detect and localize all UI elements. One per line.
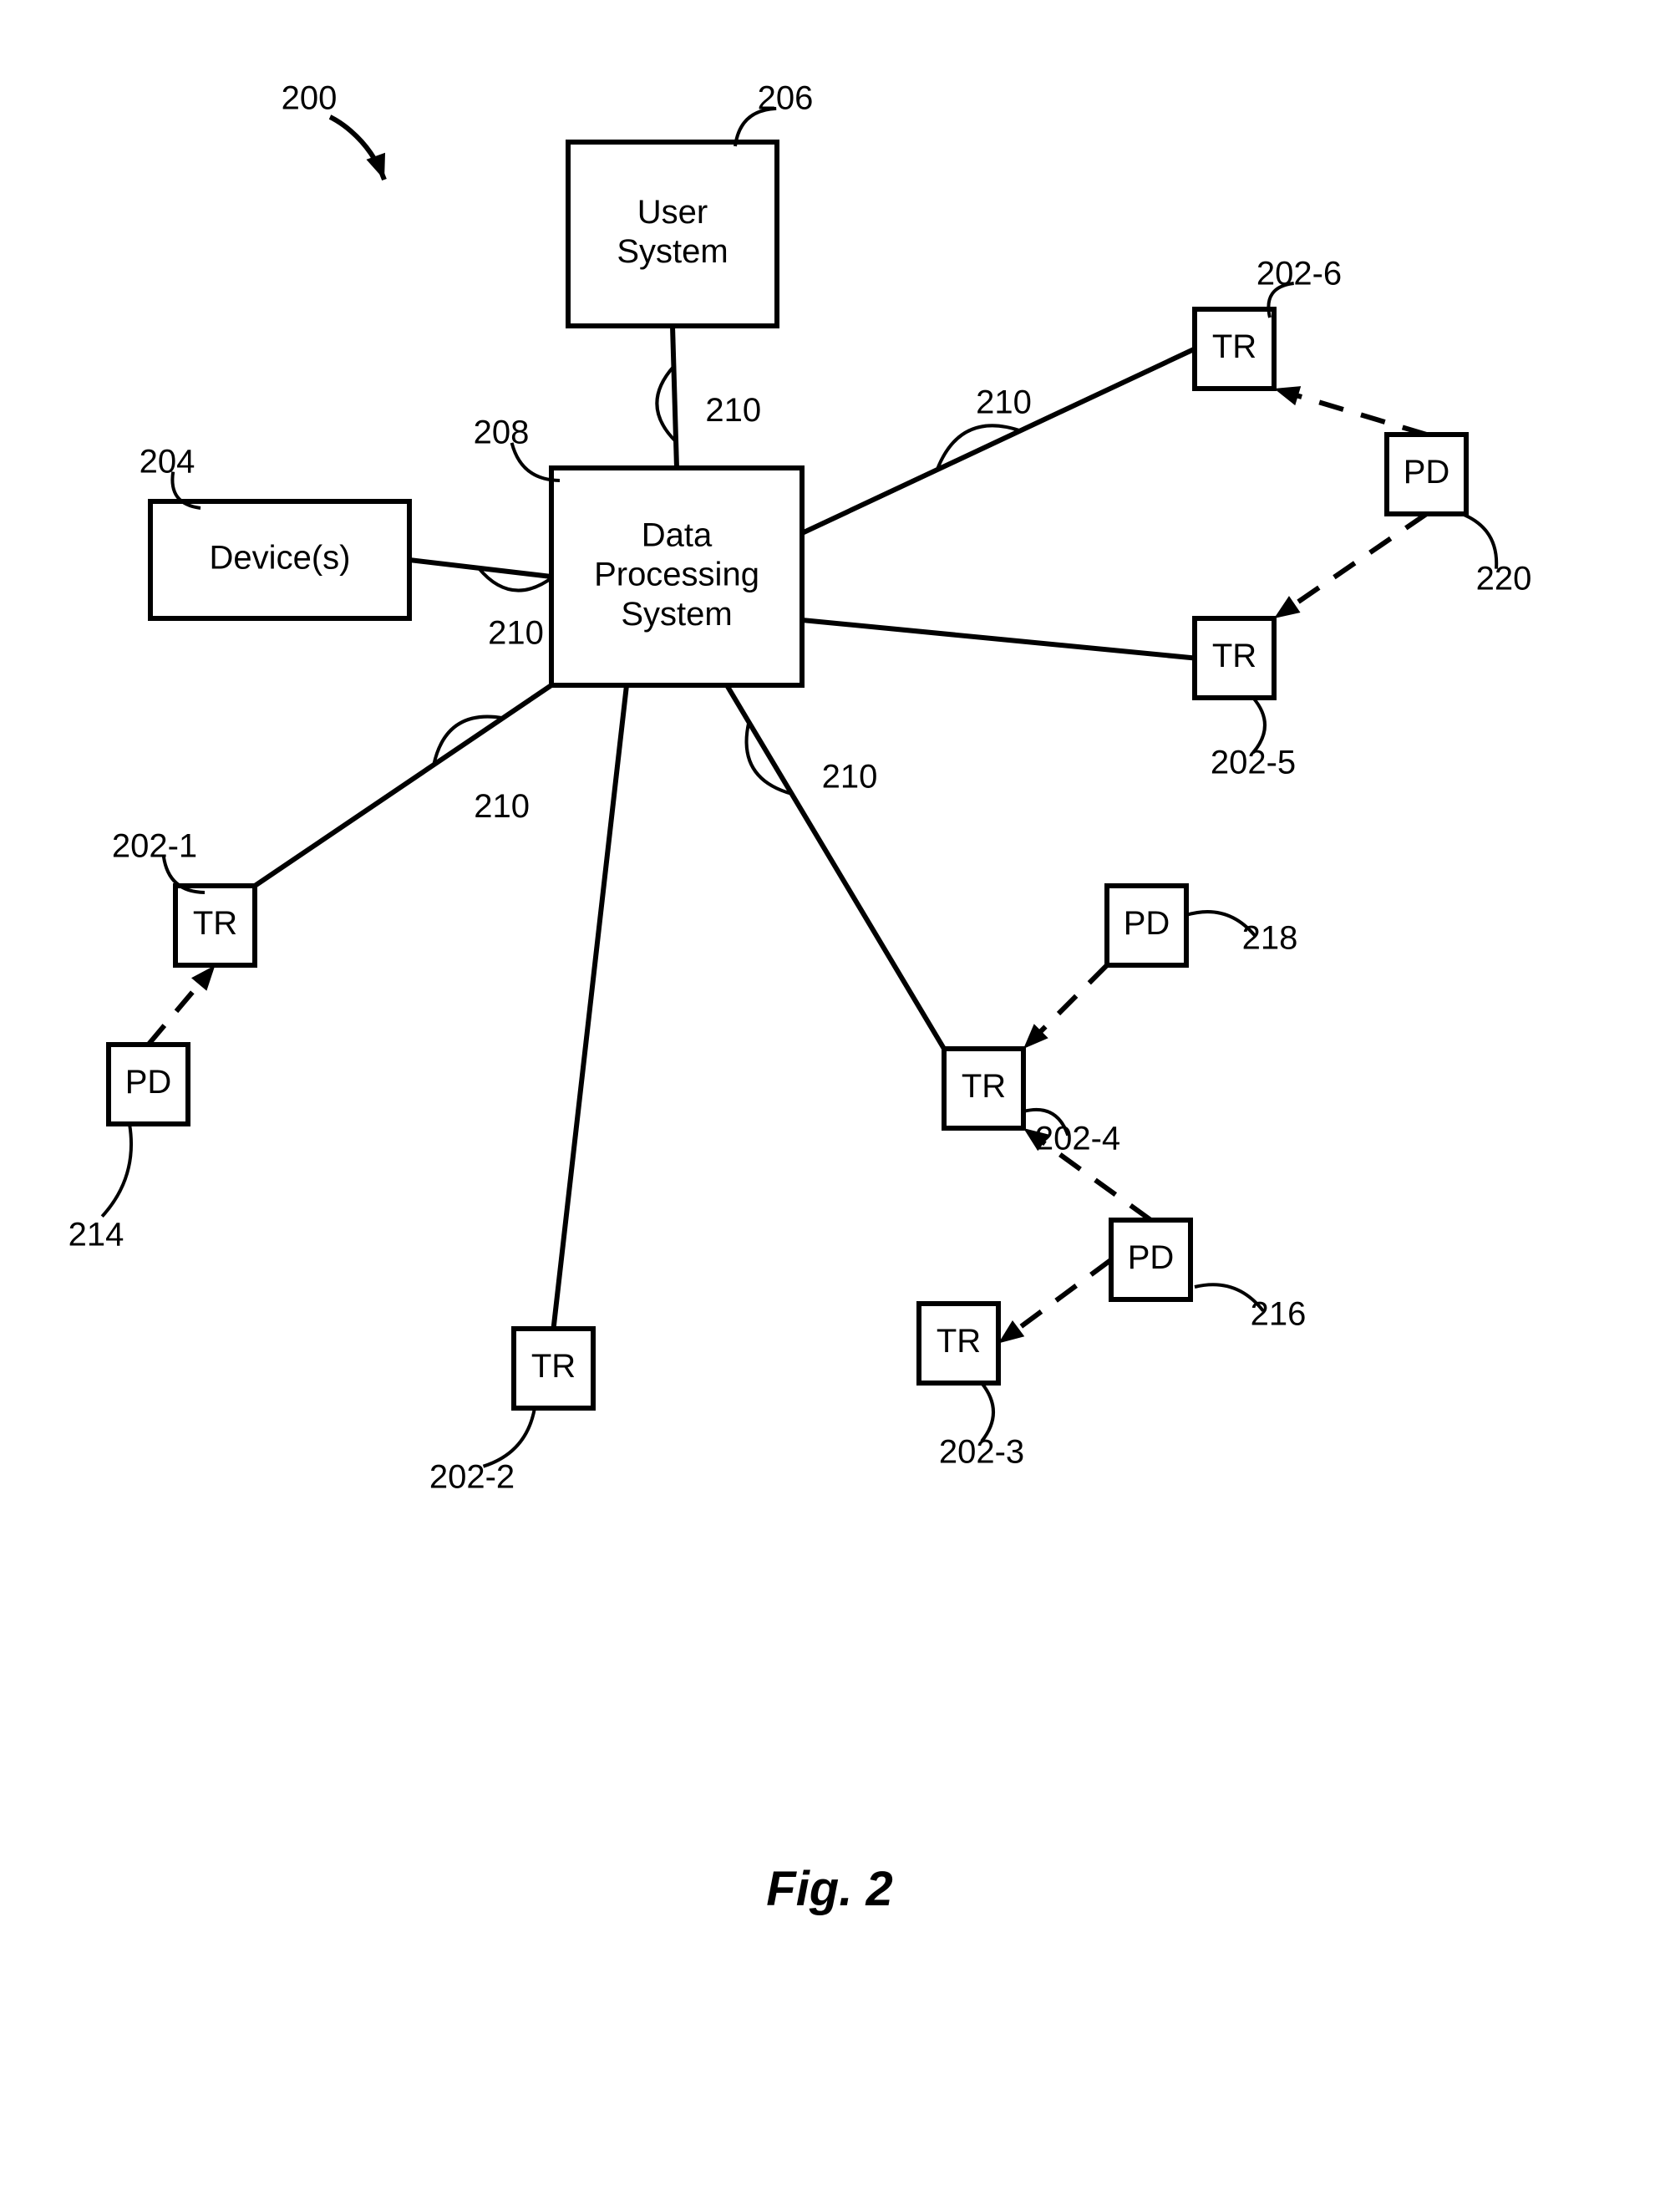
node-pd218: PD — [1107, 886, 1186, 965]
node-pd216-label: PD — [1128, 1239, 1175, 1276]
node-user-label: User — [637, 194, 708, 231]
node-tr1-label: TR — [193, 905, 237, 942]
figure-2-diagram: 210210210210210UserSystemDataProcessingS… — [0, 0, 1660, 2212]
svg-text:220: 220 — [1476, 561, 1532, 597]
node-tr6: TR — [1195, 309, 1274, 389]
node-tr6-label: TR — [1212, 328, 1256, 365]
svg-text:200: 200 — [282, 80, 338, 117]
node-dps-label: Data — [642, 516, 713, 553]
label-210: 210 — [822, 759, 878, 796]
node-pd220-label: PD — [1404, 454, 1450, 491]
node-tr5-label: TR — [1212, 638, 1256, 674]
node-device-label: Device(s) — [210, 540, 351, 577]
node-pd218-label: PD — [1124, 905, 1170, 942]
svg-text:208: 208 — [474, 414, 530, 451]
node-user-label: System — [617, 233, 728, 270]
label-210: 210 — [976, 384, 1032, 420]
node-user: UserSystem — [568, 142, 777, 326]
node-device: Device(s) — [150, 501, 409, 618]
node-tr1: TR — [175, 886, 255, 965]
node-pd214-label: PD — [125, 1064, 172, 1101]
label-210: 210 — [705, 392, 761, 429]
node-pd216: PD — [1111, 1220, 1190, 1299]
svg-text:214: 214 — [69, 1217, 124, 1253]
node-dps-label: System — [621, 596, 732, 633]
node-tr4: TR — [944, 1049, 1023, 1128]
svg-text:216: 216 — [1251, 1296, 1307, 1333]
node-tr2-label: TR — [531, 1348, 576, 1385]
svg-text:202-4: 202-4 — [1035, 1121, 1120, 1157]
node-tr3-label: TR — [937, 1323, 981, 1360]
figure-caption: Fig. 2 — [766, 1862, 892, 1916]
label-210: 210 — [488, 615, 544, 652]
node-dps-label: Processing — [594, 557, 759, 593]
node-tr4-label: TR — [962, 1068, 1006, 1105]
svg-text:202-6: 202-6 — [1256, 256, 1342, 292]
svg-text:202-5: 202-5 — [1211, 745, 1296, 781]
node-tr5: TR — [1195, 618, 1274, 698]
node-pd220: PD — [1387, 435, 1466, 514]
svg-text:202-1: 202-1 — [112, 828, 197, 865]
node-tr3: TR — [919, 1304, 998, 1383]
node-dps: Data ProcessingSystem — [551, 468, 802, 685]
svg-text:202-2: 202-2 — [429, 1459, 515, 1496]
node-tr2: TR — [514, 1329, 593, 1408]
node-pd214: PD — [109, 1045, 188, 1124]
label-210: 210 — [474, 788, 530, 825]
svg-text:218: 218 — [1242, 920, 1298, 957]
svg-text:204: 204 — [140, 444, 195, 481]
